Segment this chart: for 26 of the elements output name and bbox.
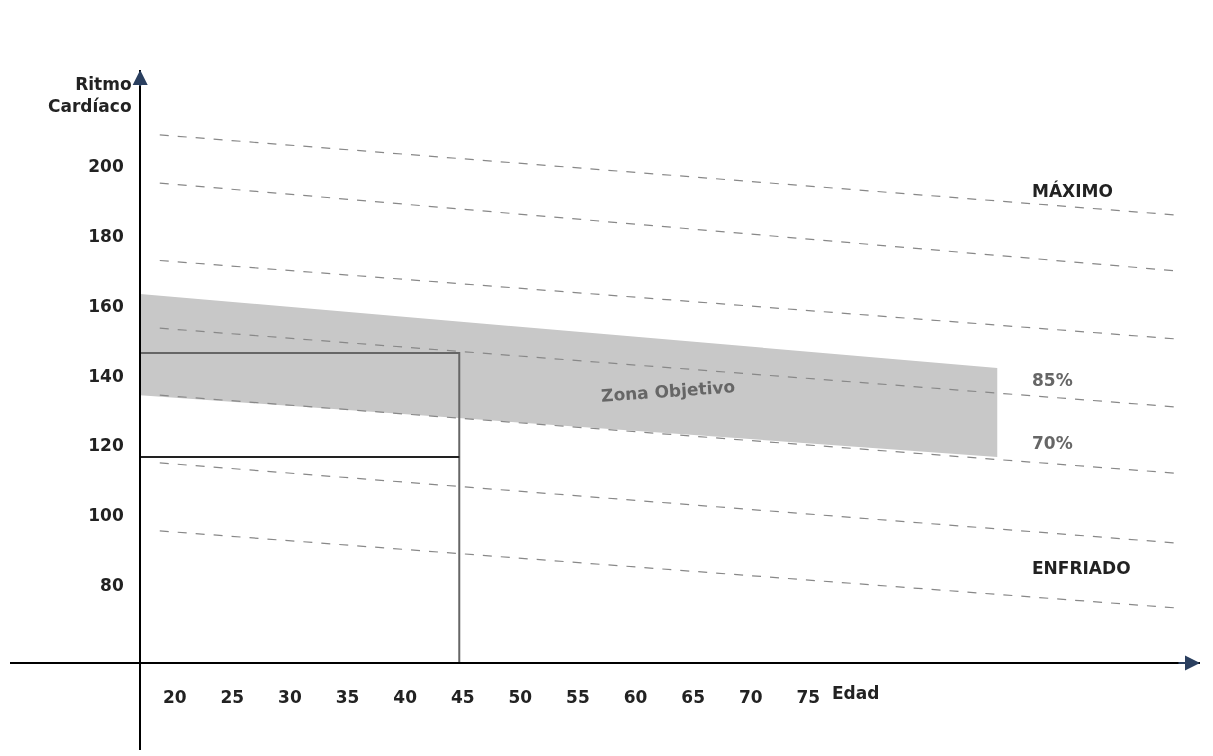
annotation: MÁXIMO [1032, 180, 1113, 201]
x-tick-label: 60 [623, 686, 648, 707]
y-tick-label: 100 [88, 505, 124, 526]
x-tick-label: 40 [393, 686, 418, 707]
annotation: 70% [1032, 433, 1073, 453]
x-tick-label: 75 [796, 686, 821, 707]
y-tick-label: 140 [88, 365, 124, 386]
x-tick-label: 50 [508, 686, 533, 707]
x-tick-label: 45 [450, 686, 475, 707]
y-tick-label: 200 [88, 156, 124, 177]
x-tick-label: 35 [335, 686, 360, 707]
y-tick-label: 160 [88, 295, 124, 316]
x-tick-label: 20 [162, 686, 187, 707]
annotation: Zona Objetivo [600, 376, 736, 406]
y-tick-label: 80 [100, 574, 124, 595]
x-tick-label: 70 [738, 686, 763, 707]
annotation: 85% [1032, 370, 1073, 390]
x-tick-label: 30 [278, 686, 302, 707]
y-tick-label: 120 [88, 435, 124, 456]
y-tick-label: 180 [88, 226, 124, 247]
x-tick-label: 25 [220, 686, 245, 707]
y-axis-title: Ritmo Cardíaco [48, 74, 132, 117]
x-tick-label: 55 [566, 686, 590, 707]
x-tick-label: 65 [681, 686, 705, 707]
annotation: ENFRIADO [1032, 558, 1131, 578]
x-axis-title: Edad [832, 683, 880, 703]
